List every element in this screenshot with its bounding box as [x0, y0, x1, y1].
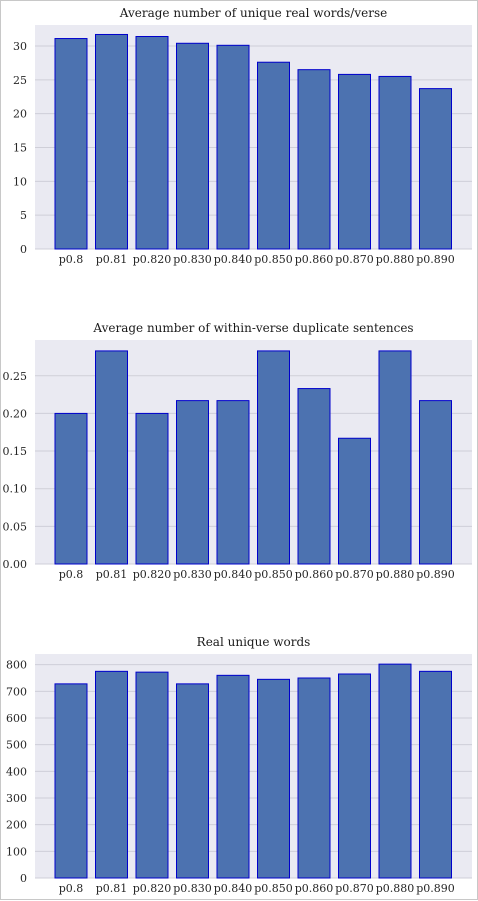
chart-1-x-tick-label-8: p0.880	[376, 253, 415, 266]
chart-1-x-tick-label-9: p0.890	[416, 253, 455, 266]
chart-2-bar-6	[297, 388, 331, 565]
chart-1-bar-4	[216, 44, 250, 250]
chart-3-y-tick-label-3: 300	[6, 792, 27, 805]
chart-1-y-tick-label-4: 20	[13, 108, 27, 121]
chart-3-y-tick-label-2: 200	[6, 819, 27, 832]
chart-3-bar-3	[176, 683, 209, 879]
chart-3-x-tick-label-9: p0.890	[416, 882, 455, 895]
chart-2-bar-1	[95, 350, 128, 565]
chart-3-bar-5	[257, 678, 290, 879]
chart-1-x-tick-label-1: p0.81	[96, 253, 128, 266]
chart-2-x-tick-label-7: p0.870	[335, 568, 374, 581]
chart-3: 0 100 200 300 400 500 600 700 800 p0.8 p0.81 p0.820…	[6, 635, 472, 895]
chart-2-x-tick-label-9: p0.890	[416, 568, 455, 581]
chart-1-bar-6	[297, 69, 331, 250]
chart-2-bar-9	[419, 400, 452, 565]
chart-1-x-tick-label-5: p0.850	[254, 253, 293, 266]
chart-1-x-tick-label-3: p0.830	[173, 253, 212, 266]
chart-1-bar-7	[338, 73, 371, 250]
chart-1-x-tick-label-7: p0.870	[335, 253, 374, 266]
chart-1-bar-9	[419, 88, 452, 250]
chart-2-y-tick-label-4: 0.20	[3, 407, 28, 420]
chart-2-y-tick-label-0: 0.00	[3, 558, 28, 571]
chart-3-bar-7	[338, 673, 371, 879]
chart-1-bar-3	[176, 42, 209, 250]
chart-3-y-tick-label-7: 700	[6, 685, 27, 698]
chart-3-x-tick-label-3: p0.830	[173, 882, 212, 895]
chart-1-bar-5	[257, 61, 290, 250]
chart-2-x-tick-label-3: p0.830	[173, 568, 212, 581]
chart-1-x-tick-label-0: p0.8	[59, 253, 84, 266]
chart-2-y-tick-label-1: 0.05	[3, 520, 28, 533]
chart-3-bar-1	[95, 670, 128, 879]
chart-3-x-tick-label-0: p0.8	[59, 882, 84, 895]
chart-2-bar-0	[54, 412, 88, 565]
chart-3-y-tick-label-8: 800	[6, 659, 27, 672]
chart-3-x-tick-label-6: p0.860	[295, 882, 334, 895]
chart-2-y-tick-label-5: 0.25	[3, 370, 28, 383]
chart-3-x-tick-label-7: p0.870	[335, 882, 374, 895]
chart-3-bar-2	[135, 671, 169, 879]
chart-2-bar-7	[338, 437, 371, 565]
chart-3-x-tick-label-5: p0.850	[254, 882, 293, 895]
chart-3-y-tick-label-1: 100	[6, 845, 27, 858]
chart-2-title: Average number of within-verse duplicate…	[92, 321, 413, 335]
chart-1-x-tick-label-2: p0.820	[133, 253, 172, 266]
chart-1-y-tick-label-3: 15	[13, 141, 27, 154]
chart-2-x-tick-label-0: p0.8	[59, 568, 84, 581]
chart-3-x-tick-label-1: p0.81	[96, 882, 128, 895]
chart-1-x-tick-label-6: p0.860	[295, 253, 334, 266]
chart-2-x-tick-label-1: p0.81	[96, 568, 128, 581]
chart-3-y-tick-label-0: 0	[20, 872, 27, 885]
chart-2-x-tick-label-8: p0.880	[376, 568, 415, 581]
chart-1-bar-1	[95, 33, 128, 250]
chart-1-bar-8	[378, 75, 412, 250]
chart-1-x-tick-label-4: p0.840	[214, 253, 253, 266]
chart-3-bar-0	[54, 683, 88, 879]
chart-1-y-tick-label-5: 25	[13, 74, 27, 87]
chart-3-y-tick-label-4: 400	[6, 765, 27, 778]
chart-1-y-tick-label-6: 30	[13, 40, 27, 53]
chart-2-x-tick-label-6: p0.860	[295, 568, 334, 581]
chart-1-y-tick-label-1: 5	[20, 209, 27, 222]
chart-3-bar-8	[378, 663, 412, 879]
chart-2-bar-8	[378, 350, 412, 565]
chart-2-x-tick-label-5: p0.850	[254, 568, 293, 581]
chart-3-x-tick-label-8: p0.880	[376, 882, 415, 895]
chart-3-x-tick-label-4: p0.840	[214, 882, 253, 895]
chart-2-bar-2	[135, 412, 169, 565]
chart-2-x-tick-label-2: p0.820	[133, 568, 172, 581]
chart-3-bar-4	[216, 674, 250, 879]
chart-1-bar-2	[135, 36, 169, 250]
chart-2-bar-4	[216, 400, 250, 565]
chart-2-bar-3	[176, 400, 209, 565]
chart-2-x-tick-label-4: p0.840	[214, 568, 253, 581]
chart-2-y-tick-label-3: 0.15	[3, 445, 28, 458]
chart-1-title: Average number of unique real words/vers…	[119, 6, 387, 20]
chart-1-bar-0	[54, 38, 88, 250]
chart-1-y-tick-label-2: 10	[13, 175, 27, 188]
chart-2-bar-5	[257, 350, 290, 565]
chart-3-bar-6	[297, 677, 331, 879]
chart-3-bar-9	[419, 670, 452, 879]
chart-1-y-tick-label-0: 0	[20, 243, 27, 256]
chart-3-x-tick-label-2: p0.820	[133, 882, 172, 895]
chart-3-y-tick-label-6: 600	[6, 712, 27, 725]
chart-3-title: Real unique words	[197, 635, 311, 649]
chart-2-y-tick-label-2: 0.10	[3, 483, 28, 496]
chart-3-y-tick-label-5: 500	[6, 739, 27, 752]
